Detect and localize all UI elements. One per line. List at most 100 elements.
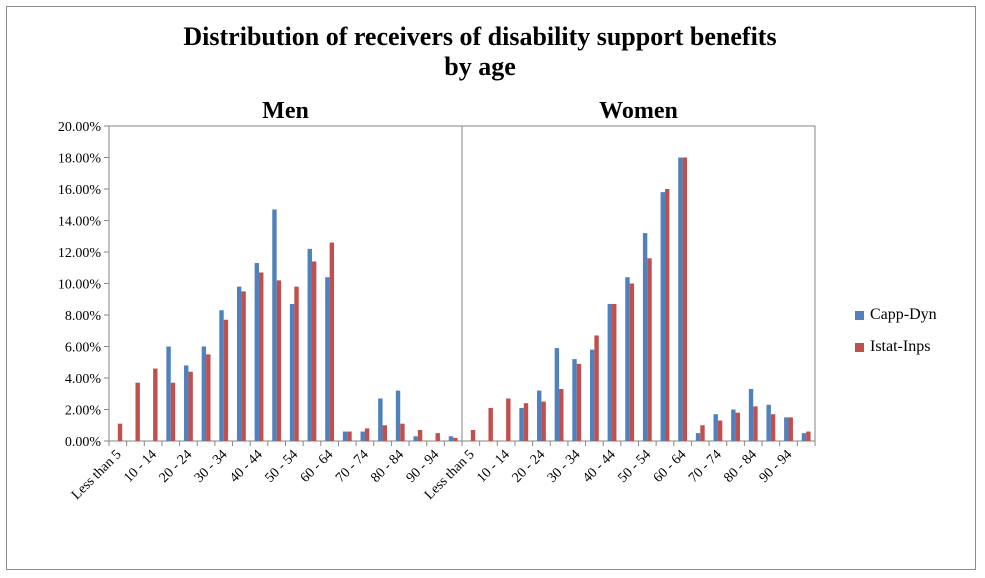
bar-istat-inps-men [311, 261, 317, 441]
chart-title: Distribution of receivers of disability … [0, 22, 960, 82]
bar-istat-inps-men [206, 354, 211, 441]
bar-capp-dyn-men [236, 286, 242, 441]
legend: Capp-Dyn Istat-Inps [855, 305, 937, 369]
bar-istat-inps-women [594, 335, 599, 441]
bar-capp-dyn-women [748, 389, 754, 441]
bar-capp-dyn-men [395, 390, 401, 441]
bar-istat-inps-men [453, 437, 458, 441]
bar-istat-inps-men [223, 319, 229, 441]
y-tick-label: 8.00% [65, 309, 102, 324]
bar-capp-dyn-men [219, 310, 224, 441]
chart-title-line2: by age [444, 52, 516, 81]
x-tick-label: 30 - 34 [192, 447, 231, 486]
bar-capp-dyn-women [537, 390, 542, 441]
bar-istat-inps-men [417, 429, 423, 441]
y-tick-label: 2.00% [65, 404, 102, 419]
bar-istat-inps-men [241, 291, 246, 441]
chart-frame [6, 6, 976, 570]
x-tick-label: 80 - 84 [368, 447, 407, 486]
bar-capp-dyn-women [766, 404, 771, 441]
panel-title-women: Women [599, 98, 678, 124]
x-tick-label: 40 - 44 [227, 447, 266, 486]
bar-capp-dyn-men [272, 209, 277, 441]
bar-capp-dyn-women [572, 359, 577, 441]
y-tick-label: 10.00% [58, 278, 102, 293]
bar-istat-inps-women [576, 363, 582, 441]
x-tick-label: Less than 5 [69, 447, 125, 503]
bar-capp-dyn-women [731, 409, 736, 441]
bar-istat-inps-men [382, 425, 387, 441]
bar-istat-inps-women [753, 406, 758, 441]
bar-capp-dyn-men [289, 303, 295, 441]
bar-capp-dyn-women [713, 414, 718, 441]
legend-item-istat-inps: Istat-Inps [855, 337, 937, 357]
bar-istat-inps-women [470, 429, 476, 441]
y-tick-label: 12.00% [58, 246, 102, 261]
x-tick-label: 20 - 24 [510, 447, 549, 486]
bar-capp-dyn-men [184, 365, 189, 441]
x-tick-label: 10 - 14 [121, 447, 160, 486]
bar-capp-dyn-men [254, 263, 260, 441]
bar-istat-inps-men [347, 431, 352, 441]
x-tick-label: 70 - 74 [333, 447, 372, 486]
legend-swatch-capp-dyn [855, 310, 864, 320]
x-tick-label: 80 - 84 [721, 447, 760, 486]
bar-capp-dyn-men [307, 248, 312, 441]
bar-istat-inps-women [488, 407, 493, 441]
bar-capp-dyn-women [554, 348, 560, 441]
bar-capp-dyn-women [660, 192, 665, 441]
legend-label-capp-dyn: Capp-Dyn [870, 306, 937, 323]
legend-swatch-istat-inps [855, 342, 864, 352]
x-tick-label: 70 - 74 [686, 447, 725, 486]
y-tick-label: 20.00% [58, 120, 102, 135]
y-tick-label: 0.00% [65, 435, 102, 450]
bar-istat-inps-women [735, 412, 740, 441]
bar-istat-inps-women [629, 283, 635, 441]
bar-istat-inps-men [435, 433, 440, 441]
bar-istat-inps-men [170, 382, 176, 441]
bar-capp-dyn-women [784, 417, 789, 441]
bar-istat-inps-women [559, 389, 564, 441]
x-tick-label: 60 - 64 [651, 447, 690, 486]
bar-istat-inps-men [294, 286, 299, 441]
y-tick-label: 6.00% [65, 341, 102, 356]
bar-capp-dyn-women [642, 233, 648, 441]
x-tick-label: 30 - 34 [545, 447, 584, 486]
bar-istat-inps-men [117, 423, 123, 441]
bar-istat-inps-women [806, 431, 811, 441]
bar-istat-inps-men [259, 272, 264, 441]
bar-istat-inps-women [664, 189, 670, 441]
bar-istat-inps-women [541, 401, 546, 441]
x-tick-label: 20 - 24 [157, 447, 196, 486]
bar-capp-dyn-women [678, 157, 683, 441]
bar-istat-inps-women [700, 425, 705, 441]
y-tick-label: 4.00% [65, 372, 102, 387]
bar-capp-dyn-men [360, 431, 365, 441]
y-tick-label: 14.00% [58, 215, 102, 230]
bar-capp-dyn-men [448, 436, 454, 441]
bar-istat-inps-women [788, 417, 793, 441]
bar-capp-dyn-men [378, 398, 383, 441]
bar-capp-dyn-women [607, 303, 613, 441]
bar-istat-inps-men [276, 280, 282, 441]
x-tick-label: 90 - 94 [757, 447, 796, 486]
x-tick-label: 60 - 64 [298, 447, 337, 486]
bar-istat-inps-men [153, 368, 158, 441]
bar-capp-dyn-men [166, 346, 171, 441]
legend-label-istat-inps: Istat-Inps [870, 338, 931, 355]
bar-istat-inps-men [364, 428, 370, 441]
bar-istat-inps-women [770, 414, 776, 441]
x-tick-label: 50 - 54 [262, 447, 301, 486]
panel-title-men: Men [262, 98, 309, 124]
bar-istat-inps-women [506, 398, 511, 441]
bar-capp-dyn-men [413, 436, 418, 441]
bar-capp-dyn-men [325, 277, 330, 441]
y-tick-label: 16.00% [58, 183, 102, 198]
bar-capp-dyn-women [589, 349, 595, 441]
x-tick-label: 40 - 44 [580, 447, 619, 486]
bar-capp-dyn-women [801, 433, 807, 441]
bar-istat-inps-men [329, 242, 335, 441]
bar-capp-dyn-women [695, 433, 701, 441]
bar-istat-inps-men [135, 382, 140, 441]
